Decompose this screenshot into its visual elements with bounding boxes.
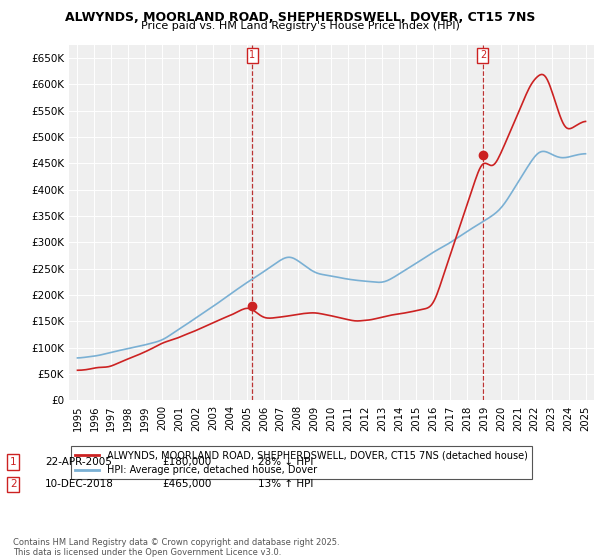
Text: 13% ↑ HPI: 13% ↑ HPI [258, 479, 313, 489]
Text: 2: 2 [10, 479, 17, 489]
Text: 22-APR-2005: 22-APR-2005 [45, 457, 112, 467]
Text: £180,000: £180,000 [162, 457, 211, 467]
Text: £465,000: £465,000 [162, 479, 211, 489]
Text: 10-DEC-2018: 10-DEC-2018 [45, 479, 114, 489]
Text: 2: 2 [480, 50, 486, 60]
Text: Price paid vs. HM Land Registry's House Price Index (HPI): Price paid vs. HM Land Registry's House … [140, 21, 460, 31]
Text: 1: 1 [249, 50, 255, 60]
Text: 1: 1 [10, 457, 17, 467]
Text: Contains HM Land Registry data © Crown copyright and database right 2025.
This d: Contains HM Land Registry data © Crown c… [13, 538, 340, 557]
Text: 28% ↓ HPI: 28% ↓ HPI [258, 457, 313, 467]
Legend: ALWYNDS, MOORLAND ROAD, SHEPHERDSWELL, DOVER, CT15 7NS (detached house), HPI: Av: ALWYNDS, MOORLAND ROAD, SHEPHERDSWELL, D… [71, 446, 532, 479]
Text: ALWYNDS, MOORLAND ROAD, SHEPHERDSWELL, DOVER, CT15 7NS: ALWYNDS, MOORLAND ROAD, SHEPHERDSWELL, D… [65, 11, 535, 24]
